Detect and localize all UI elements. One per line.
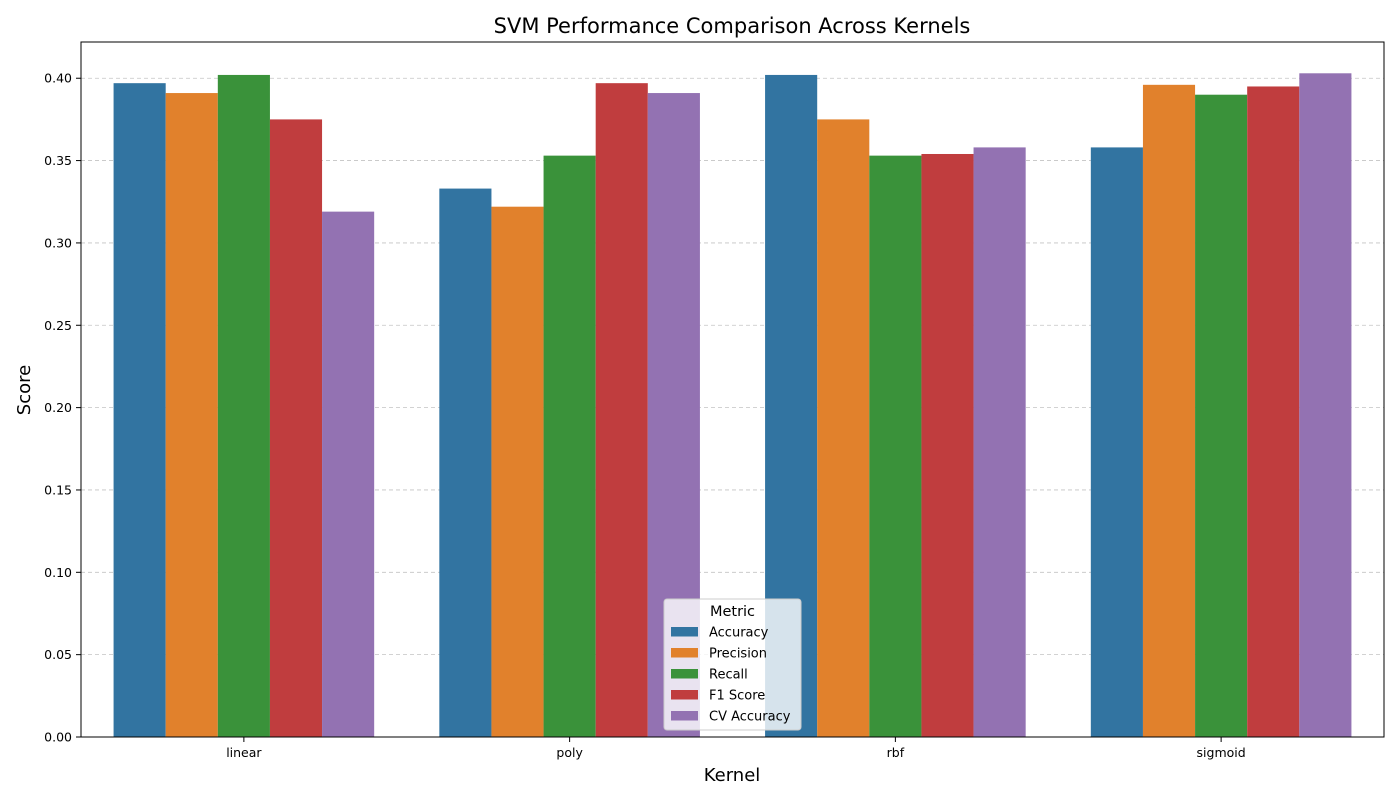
y-axis-title: Score — [14, 365, 35, 415]
legend-label: Recall — [709, 668, 748, 683]
bar-sigmoid-accuracy — [1090, 147, 1143, 738]
y-tick-label: 0.10 — [44, 565, 72, 580]
legend-swatch — [671, 711, 698, 721]
x-axis-title: Kernel — [704, 765, 761, 786]
x-tick-label-poly: poly — [556, 745, 583, 760]
bar-rbf-recall — [869, 155, 922, 737]
bar-sigmoid-precision — [1142, 84, 1196, 738]
x-tick-label-rbf: rbf — [887, 745, 905, 760]
legend: Metric Accuracy Precision Recall F1 Score CV … — [663, 598, 802, 731]
x-tick-label-linear: linear — [226, 745, 262, 760]
legend-swatch — [671, 648, 698, 658]
bar-rbf-precision — [817, 119, 870, 737]
plot-area-frame — [80, 41, 1385, 738]
x-tick-label-sigmoid: sigmoid — [1197, 745, 1246, 760]
chart-title: SVM Performance Comparison Across Kernel… — [494, 14, 971, 38]
legend-swatch — [671, 669, 698, 679]
bar-linear-precision — [165, 93, 218, 737]
bar-poly-f1-score — [595, 83, 648, 738]
series-accuracy — [113, 74, 1143, 738]
legend-title: Metric — [710, 604, 755, 620]
legend-label: Accuracy — [709, 626, 769, 641]
bar-sigmoid-cv-accuracy — [1299, 73, 1352, 738]
series-recall — [217, 74, 1248, 738]
legend-swatch — [671, 690, 698, 700]
bar-linear-f1-score — [269, 119, 323, 737]
bar-poly-accuracy — [439, 188, 492, 738]
bar-poly-recall — [543, 155, 596, 737]
y-tick-label: 0.00 — [44, 730, 72, 745]
bar-sigmoid-f1-score — [1247, 86, 1300, 738]
series-cv-accuracy — [322, 73, 1352, 738]
legend-swatch — [671, 627, 698, 637]
y-tick-label: 0.40 — [44, 71, 72, 86]
bar-rbf-f1-score — [921, 153, 974, 737]
bars-layer — [113, 73, 1352, 738]
y-tick-label: 0.15 — [44, 482, 72, 497]
y-axis: 0.00 0.05 0.10 0.15 0.20 0.25 0.30 0.35 0.40 — [44, 71, 81, 745]
y-tick-label: 0.05 — [44, 647, 72, 662]
legend-frame — [663, 598, 802, 731]
y-tick-label: 0.30 — [44, 235, 72, 250]
y-tick-label: 0.25 — [44, 318, 72, 333]
bar-poly-precision — [491, 206, 544, 737]
bar-linear-accuracy — [113, 83, 166, 738]
legend-label: F1 Score — [709, 689, 765, 704]
series-f1-score — [269, 83, 1300, 738]
legend-label: Precision — [709, 647, 767, 662]
bar-sigmoid-recall — [1195, 94, 1248, 738]
bar-linear-recall — [217, 74, 270, 738]
y-tick-label: 0.20 — [44, 400, 72, 415]
bar-linear-cv-accuracy — [322, 211, 375, 738]
y-tick-label: 0.35 — [44, 153, 72, 168]
bar-rbf-cv-accuracy — [973, 147, 1026, 738]
legend-label: CV Accuracy — [709, 710, 791, 725]
series-precision — [165, 84, 1196, 738]
x-axis: linear poly rbf sigmoid — [226, 737, 1246, 760]
